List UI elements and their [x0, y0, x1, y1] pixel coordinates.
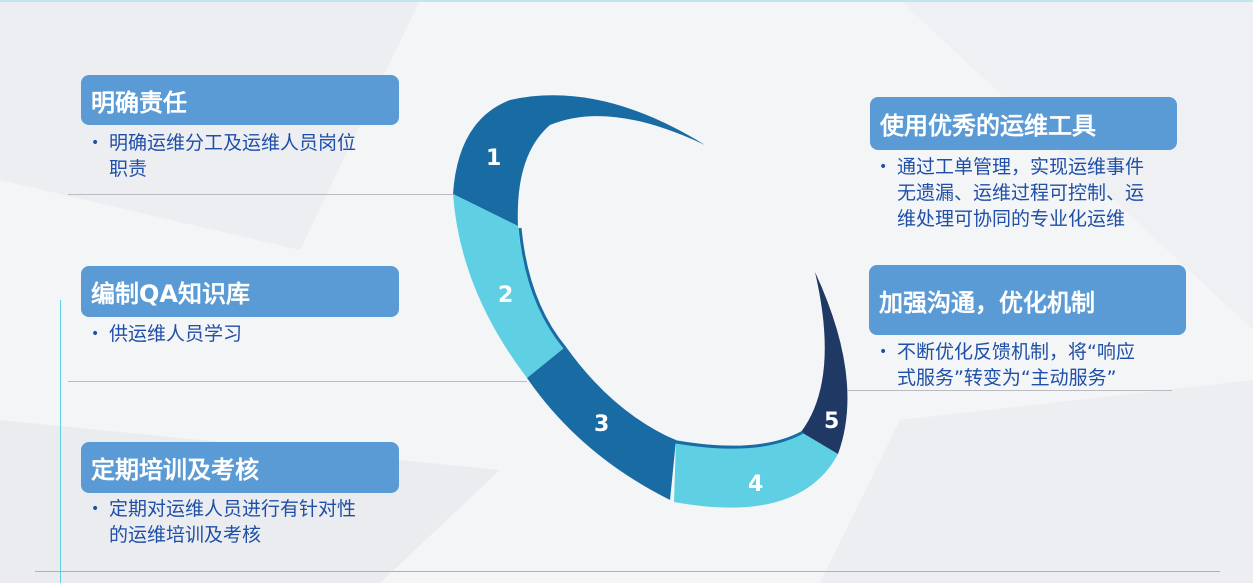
desc-line: 明确运维分工及运维人员岗位 [109, 132, 357, 154]
desc-line: 不断优化反馈机制，将“响应 [897, 341, 1135, 363]
divider-bottom [35, 571, 1220, 572]
ring-label-2: 2 [498, 283, 513, 308]
title-text: 定期培训及考核 [91, 456, 259, 484]
ring-inner-edge [518, 227, 804, 449]
bullet-icon: • [91, 501, 100, 517]
divider-left-1 [68, 194, 453, 195]
item-title-4: 使用优秀的运维工具 [870, 97, 1177, 150]
bullet-icon: • [879, 344, 888, 360]
desc-line: 职责 [109, 158, 148, 180]
bullet-icon: • [91, 326, 100, 342]
title-text: 明确责任 [91, 88, 187, 117]
item-desc-3: • 定期对运维人员进行有针对性 的运维培训及考核 [85, 496, 356, 548]
item-title-5: 加强沟通，优化机制 [869, 265, 1186, 335]
accent-line [60, 300, 61, 583]
title-text: 编制QA知识库 [91, 280, 250, 308]
title-text: 加强沟通，优化机制 [879, 288, 1095, 317]
desc-line: 定期对运维人员进行有针对性 [109, 498, 357, 520]
desc-line: 维处理可协同的专业化运维 [897, 208, 1126, 230]
item-title-2: 编制QA知识库 [81, 266, 399, 317]
ring-segment-4 [674, 432, 838, 508]
ring-segment-2 [453, 194, 564, 378]
ring-segment-5 [801, 272, 848, 454]
ring-segment-1 [453, 95, 705, 226]
ring-segment-3 [527, 348, 676, 500]
title-text: 使用优秀的运维工具 [880, 112, 1096, 140]
ring-label-4: 4 [748, 472, 763, 497]
divider-right [848, 390, 1172, 391]
item-desc-1: • 明确运维分工及运维人员岗位 职责 [85, 130, 356, 182]
desc-line: 的运维培训及考核 [109, 524, 262, 546]
item-desc-5: • 不断优化反馈机制，将“响应 式服务”转变为“主动服务” [873, 339, 1135, 391]
desc-line: 式服务”转变为“主动服务” [897, 367, 1117, 389]
ring-label-3: 3 [594, 412, 609, 437]
item-desc-4: • 通过工单管理，实现运维事件 无遗漏、运维过程可控制、运 维处理可协同的专业化运… [873, 154, 1144, 232]
ring-label-1: 1 [486, 146, 501, 171]
bullet-icon: • [91, 135, 100, 151]
bullet-icon: • [879, 159, 888, 175]
item-desc-2: • 供运维人员学习 [85, 321, 242, 347]
desc-line: 通过工单管理，实现运维事件 [897, 156, 1145, 178]
desc-line: 供运维人员学习 [109, 323, 243, 345]
item-title-1: 明确责任 [81, 75, 399, 125]
desc-line: 无遗漏、运维过程可控制、运 [897, 182, 1145, 204]
ring-label-5: 5 [824, 409, 839, 434]
divider-left-2 [68, 381, 527, 382]
item-title-3: 定期培训及考核 [81, 442, 399, 493]
